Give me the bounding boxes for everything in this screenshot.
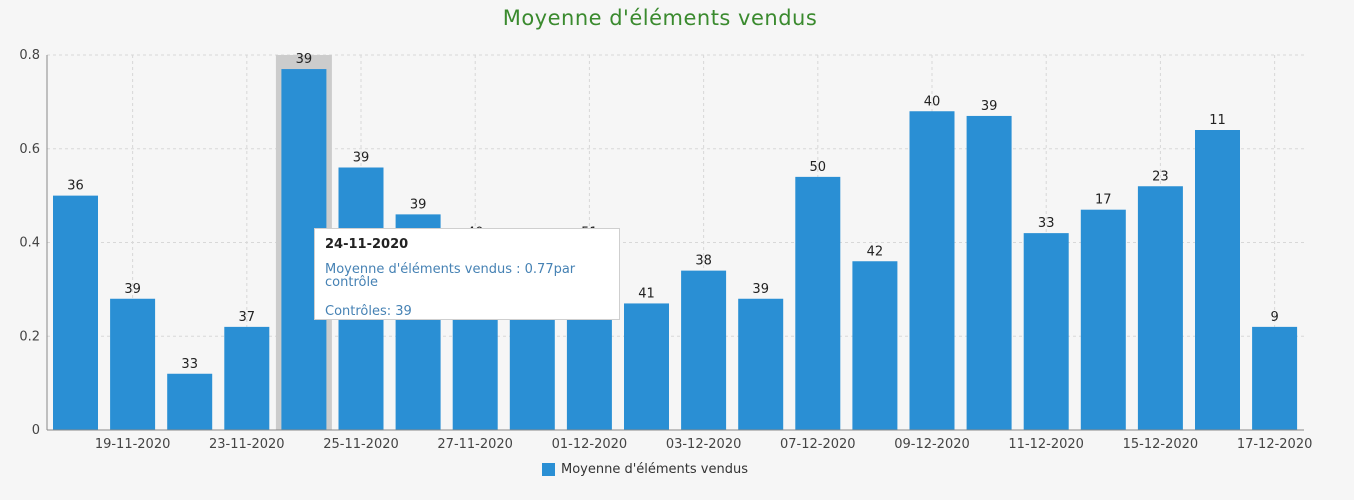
y-tick-label: 0.8 [19,48,40,63]
x-tick-label: 11-12-2020 [1008,437,1084,452]
bar[interactable] [167,373,213,430]
y-tick-label: 0.2 [19,329,40,344]
tooltip-value: Moyenne d'éléments vendus : 0.77par cont… [325,262,576,290]
bar[interactable] [1195,130,1240,430]
x-tick-label: 15-12-2020 [1123,437,1199,452]
x-tick-label: 19-11-2020 [95,437,171,452]
y-tick-label: 0.6 [19,142,40,157]
bar-data-label: 42 [867,244,884,259]
x-tick-label: 17-12-2020 [1237,437,1313,452]
bar-data-label: 23 [1152,169,1169,184]
x-tick-label: 03-12-2020 [666,437,742,452]
bar[interactable] [681,270,727,430]
bar-data-label: 39 [124,282,141,297]
bar[interactable] [966,115,1012,430]
bar-data-label: 36 [67,179,84,194]
bars-layer [53,69,1298,430]
bar-data-label: 33 [1038,216,1055,231]
bar-data-label: 41 [638,286,655,301]
tooltip-count: Contrôles: 39 [325,304,412,319]
bar-data-label: 50 [810,160,827,175]
chart-title: Moyenne d'éléments vendus [502,6,818,30]
axis-layer: 0 0.2 0.4 0.6 0.8 19-11-2020 23-11-2020 25-11-2… [19,48,1312,452]
bar[interactable] [1252,326,1298,430]
bar-data-label: 33 [181,357,198,372]
tooltip-date: 24-11-2020 [325,237,409,252]
bar-data-label: 9 [1270,310,1278,325]
bar[interactable] [624,303,669,430]
x-tick-label: 07-12-2020 [780,437,856,452]
x-tick-label: 01-12-2020 [552,437,628,452]
bar-data-label: 39 [296,52,313,67]
legend[interactable]: Moyenne d'éléments vendus [0,462,1290,477]
bar[interactable] [909,111,955,430]
bar[interactable] [224,326,270,430]
bar-data-label: 11 [1209,113,1226,128]
bar-data-label: 37 [239,310,256,325]
bar[interactable] [1137,186,1183,430]
bar[interactable] [110,298,156,430]
x-tick-label: 09-12-2020 [894,437,970,452]
tooltip: 24-11-2020 Moyenne d'éléments vendus : 0… [314,228,620,320]
bar-data-label: 38 [695,254,712,269]
bar-data-label: 40 [924,94,941,109]
legend-label: Moyenne d'éléments vendus [560,462,748,477]
bar[interactable] [852,261,898,430]
bar[interactable] [795,176,841,430]
bar-data-label: 17 [1095,193,1112,208]
x-tick-label: 23-11-2020 [209,437,285,452]
bar-data-label: 39 [752,282,769,297]
bar[interactable] [1023,233,1069,430]
bar-data-label: 39 [410,197,427,212]
x-tick-label: 27-11-2020 [437,437,513,452]
bar[interactable] [53,195,98,430]
bar-data-label: 39 [353,151,370,166]
x-tick-label: 25-11-2020 [323,437,399,452]
legend-swatch [541,463,555,476]
bar-data-label: 39 [981,99,998,114]
bar[interactable] [738,298,784,430]
y-tick-label: 0 [32,423,40,438]
bar[interactable] [1080,209,1126,430]
y-tick-label: 0.4 [19,236,40,251]
